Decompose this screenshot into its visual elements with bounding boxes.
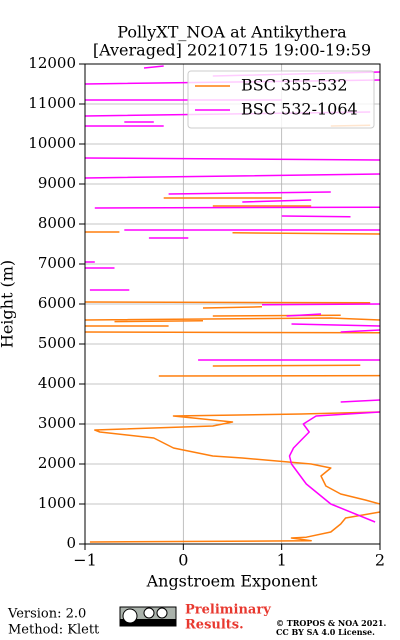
- series-line: [85, 65, 380, 523]
- y-tick-label: 10000: [28, 134, 76, 152]
- license: CC BY SA 4.0 License.: [276, 627, 375, 637]
- y-tick-label: 2000: [38, 454, 76, 472]
- series-line: [85, 124, 380, 543]
- y-tick-label: 3000: [38, 414, 76, 432]
- y-tick-label: 9000: [38, 174, 76, 192]
- legend-label: BSC 532-1064: [241, 100, 358, 119]
- y-tick-label: 0: [66, 534, 76, 552]
- preliminary: Results.: [185, 618, 244, 633]
- x-tick-label: −1: [73, 551, 97, 570]
- legend-label: BSC 355-532: [241, 76, 348, 95]
- y-tick-label: 11000: [28, 94, 76, 112]
- version: Version: 2.0: [7, 607, 86, 622]
- y-axis-label: Height (m): [0, 260, 17, 348]
- plot-frame: [84, 63, 381, 545]
- y-tick-label: 12000: [28, 54, 76, 72]
- chart-title: [Averaged] 20210715 19:00-19:59: [93, 41, 371, 60]
- x-tick-label: 2: [375, 551, 385, 570]
- x-tick-label: 0: [178, 551, 188, 570]
- y-tick-label: 1000: [38, 494, 76, 512]
- x-axis-label: Angstroem Exponent: [146, 572, 318, 591]
- y-tick-label: 5000: [38, 334, 76, 352]
- legend-box: [187, 70, 375, 129]
- preliminary: Preliminary: [185, 603, 271, 618]
- cc-badge: [119, 606, 177, 627]
- chart-title: PollyXT_NOA at Antikythera: [117, 23, 347, 42]
- method: Method: Klett: [8, 623, 100, 638]
- x-tick-label: 1: [277, 551, 287, 570]
- y-tick-label: 4000: [38, 374, 76, 392]
- y-tick-label: 8000: [38, 214, 76, 232]
- license: © TROPOS & NOA 2021.: [276, 618, 386, 628]
- y-tick-label: 7000: [38, 254, 76, 272]
- y-tick-label: 6000: [38, 294, 76, 312]
